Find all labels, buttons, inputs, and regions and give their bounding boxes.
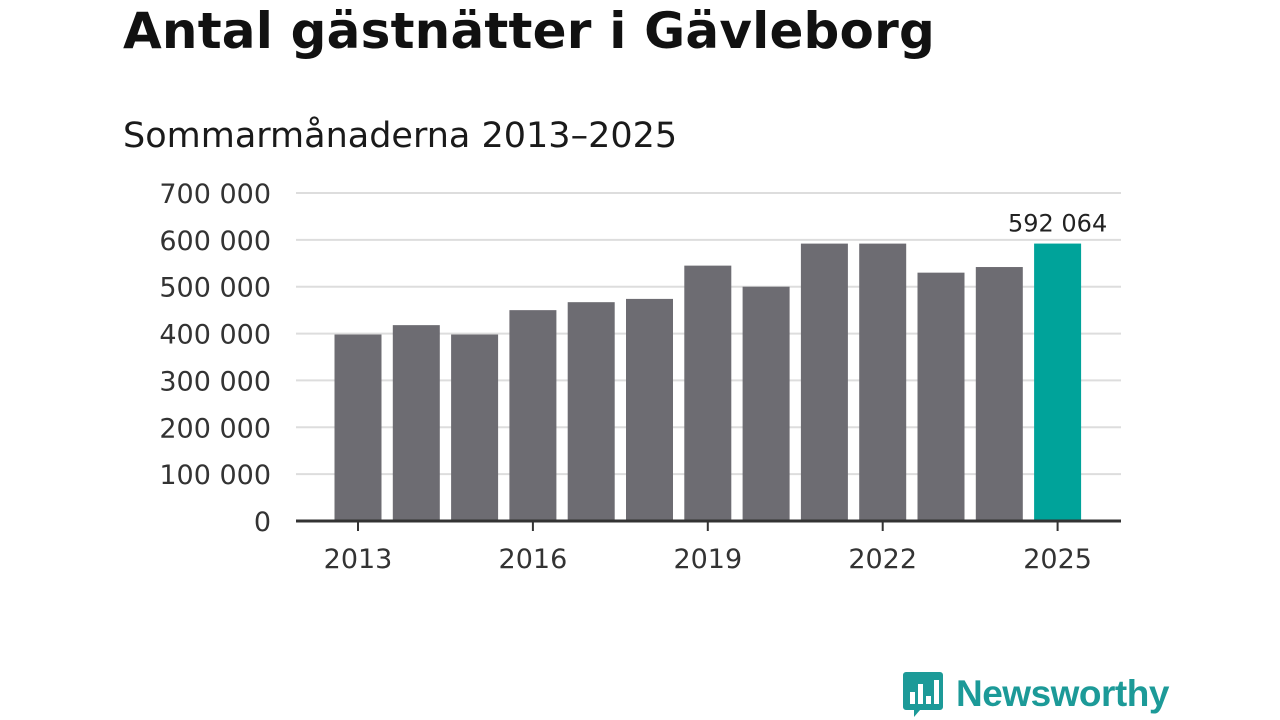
- x-tick-label: 2013: [324, 544, 393, 575]
- bar-2022: [859, 243, 907, 521]
- x-tick-label: 2025: [1023, 544, 1092, 575]
- y-tick-label: 600 000: [159, 226, 271, 257]
- bar-2013: [334, 334, 382, 521]
- bar-2017: [567, 302, 615, 521]
- x-tick-label: 2016: [499, 544, 568, 575]
- chart-title: Antal gästnätter i Gävleborg: [123, 2, 935, 60]
- y-tick-label: 0: [254, 507, 271, 538]
- y-tick-label: 500 000: [159, 273, 271, 304]
- newsworthy-logo: Newsworthy: [902, 670, 1169, 718]
- bar-2024: [975, 267, 1023, 521]
- y-tick-label: 200 000: [159, 413, 271, 444]
- x-tick-label: 2019: [673, 544, 742, 575]
- y-tick-label: 300 000: [159, 366, 271, 397]
- chart-subtitle: Sommarmånaderna 2013–2025: [123, 116, 678, 156]
- data-label: 592 064: [1008, 210, 1107, 238]
- bar-2021: [800, 243, 848, 521]
- y-tick-label: 700 000: [159, 179, 271, 210]
- labels: 0 100 000 200 000 300 000 400 000 500 000 600 …: [159, 179, 1107, 575]
- bars: [334, 243, 1082, 521]
- bar-2015: [451, 334, 499, 521]
- y-tick-label: 400 000: [159, 320, 271, 351]
- bar-2025: [1034, 243, 1082, 521]
- bar-2018: [626, 298, 673, 521]
- bar-2016: [509, 310, 557, 521]
- bar-2020: [742, 286, 790, 521]
- bar-2023: [917, 272, 965, 521]
- x-tick-label: 2022: [848, 544, 917, 575]
- axes: [296, 519, 1121, 531]
- y-tick-label: 100 000: [159, 460, 271, 491]
- bar-chart-bubble-icon: [903, 672, 943, 717]
- bar-2019: [684, 265, 732, 521]
- brand-name: Newsworthy: [956, 673, 1169, 714]
- bar-2014: [392, 325, 440, 521]
